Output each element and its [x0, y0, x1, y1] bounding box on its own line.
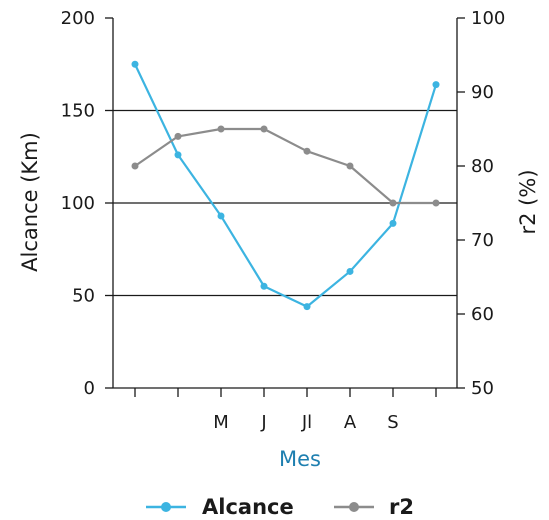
right-axis-ticks: 50 60 70 80 90 100: [457, 8, 505, 399]
right-tick-label: 60: [471, 304, 494, 325]
data-point: [303, 303, 311, 311]
series-layer: [131, 60, 440, 311]
left-axis-title: Alcance (Km): [18, 132, 42, 272]
legend-marker: [349, 502, 359, 512]
left-tick-label: 200: [61, 8, 95, 29]
data-point: [260, 125, 268, 133]
right-tick-label: 90: [471, 82, 494, 103]
legend-item-r2: r2: [334, 495, 414, 519]
data-point: [303, 147, 311, 155]
data-point: [217, 125, 225, 133]
data-point: [389, 199, 397, 207]
legend-item-alcance: Alcance: [146, 495, 294, 519]
series-line: [134, 127, 436, 205]
left-tick-label: 0: [84, 378, 95, 399]
data-point: [432, 81, 440, 89]
right-axis-title: r2 (%): [516, 169, 540, 234]
right-tick-label: 50: [471, 378, 494, 399]
series-r2: [131, 125, 440, 207]
data-point: [346, 162, 354, 170]
x-tick-label: M: [213, 412, 229, 433]
right-tick-label: 70: [471, 230, 494, 251]
x-tick-label: S: [387, 412, 398, 433]
data-point: [174, 151, 182, 159]
data-point: [260, 282, 268, 290]
left-tick-label: 50: [72, 286, 95, 307]
data-point: [174, 132, 182, 140]
legend-marker: [161, 502, 171, 512]
data-point: [432, 199, 440, 207]
legend-label: r2: [389, 495, 414, 519]
data-point: [131, 60, 139, 68]
x-tick-label: A: [344, 412, 357, 433]
x-tick-label: J: [260, 412, 266, 433]
data-point: [346, 267, 354, 275]
left-tick-label: 100: [61, 193, 95, 214]
legend-label: Alcance: [202, 495, 294, 519]
x-tick-label: Jl: [301, 412, 312, 433]
data-point: [217, 212, 225, 220]
data-point: [131, 162, 139, 170]
left-tick-label: 150: [61, 101, 95, 122]
x-axis-ticks: M J Jl A S: [134, 388, 437, 433]
series-alcance: [131, 60, 440, 311]
series-line: [134, 63, 438, 308]
left-axis-ticks: 0 50 100 150 200: [61, 8, 113, 399]
legend: Alcance r2: [146, 495, 414, 519]
right-tick-label: 100: [471, 8, 505, 29]
right-tick-label: 80: [471, 156, 494, 177]
x-axis-title: Mes: [279, 447, 321, 471]
data-point: [389, 219, 397, 227]
